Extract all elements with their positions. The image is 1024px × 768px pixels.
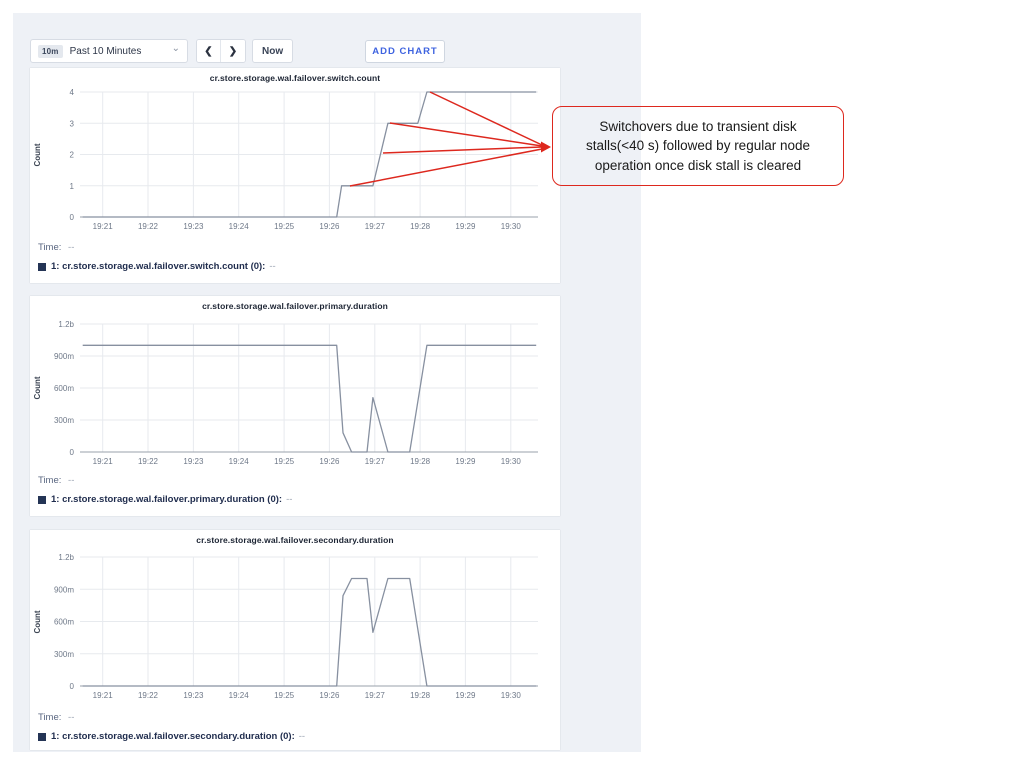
time-label: Time: <box>38 712 62 723</box>
chevron-right-icon: ❯ <box>228 45 238 57</box>
annotation-line: operation once disk stall is cleared <box>594 157 802 173</box>
svg-text:19:28: 19:28 <box>410 691 431 700</box>
svg-text:2: 2 <box>70 151 75 160</box>
time-value: -- <box>68 475 75 486</box>
svg-text:300m: 300m <box>54 650 74 659</box>
time-readout: Time: -- <box>38 475 74 486</box>
svg-text:Count: Count <box>33 376 42 399</box>
time-label: Time: <box>38 475 62 486</box>
svg-text:0: 0 <box>70 213 75 222</box>
svg-text:19:21: 19:21 <box>93 457 114 466</box>
chart-title: cr.store.storage.wal.failover.switch.cou… <box>209 73 381 83</box>
svg-text:19:27: 19:27 <box>365 457 386 466</box>
svg-text:19:25: 19:25 <box>274 222 295 231</box>
now-button[interactable]: Now <box>252 39 294 63</box>
svg-text:0: 0 <box>70 682 75 691</box>
series-label: 1: cr.store.storage.wal.failover.primary… <box>51 494 283 505</box>
chart-card-secondary-duration: cr.store.storage.wal.failover.secondary.… <box>30 530 560 750</box>
series-value: -- <box>286 494 293 505</box>
time-label: Time: <box>38 242 62 253</box>
series-value: -- <box>269 261 276 272</box>
chart-canvas-primary-duration[interactable]: 19:21 19:22 19:23 19:24 19:25 19:26 19:27 19:28… <box>30 296 560 516</box>
prev-range-button[interactable]: ❮ <box>197 40 221 62</box>
annotation-callout: Switchovers due to transient disk stalls… <box>552 106 844 186</box>
svg-text:19:28: 19:28 <box>410 222 431 231</box>
svg-text:300m: 300m <box>54 416 74 425</box>
svg-text:19:30: 19:30 <box>501 222 522 231</box>
time-readout: Time: -- <box>38 712 74 723</box>
svg-text:19:29: 19:29 <box>455 222 476 231</box>
series-color-swatch <box>38 262 46 271</box>
annotation-line: Switchovers due to transient disk <box>599 118 797 134</box>
annotation-line: stalls(<40 s) followed by regular node <box>586 138 810 154</box>
svg-text:19:30: 19:30 <box>501 691 522 700</box>
series-label: 1: cr.store.storage.wal.failover.seconda… <box>51 731 295 742</box>
svg-text:1: 1 <box>70 182 75 191</box>
svg-text:3: 3 <box>70 119 75 128</box>
svg-text:900m: 900m <box>54 352 74 361</box>
svg-text:19:22: 19:22 <box>138 222 159 231</box>
svg-text:19:24: 19:24 <box>229 457 250 466</box>
svg-text:19:30: 19:30 <box>501 457 522 466</box>
chart-canvas-switch-count[interactable]: 19:21 19:22 19:23 19:24 19:25 19:26 19:27 19:28… <box>30 68 560 283</box>
time-range-label: Past 10 Minutes <box>69 45 142 57</box>
svg-text:600m: 600m <box>54 618 74 627</box>
add-chart-button[interactable]: ADD CHART <box>365 40 445 63</box>
chart-card-switch-count: cr.store.storage.wal.failover.switch.cou… <box>30 68 560 283</box>
svg-text:19:21: 19:21 <box>93 691 114 700</box>
chart-canvas-secondary-duration[interactable]: 19:21 19:22 19:23 19:24 19:25 19:26 19:27 19:28… <box>30 530 560 750</box>
series-color-swatch <box>38 495 46 504</box>
svg-text:19:26: 19:26 <box>319 691 340 700</box>
time-range-badge: 10m <box>38 44 63 58</box>
svg-text:1.2b: 1.2b <box>58 320 74 329</box>
svg-text:19:26: 19:26 <box>319 222 340 231</box>
chevron-left-icon: ❮ <box>204 45 213 57</box>
svg-text:19:26: 19:26 <box>319 457 340 466</box>
svg-text:1.2b: 1.2b <box>58 553 74 562</box>
svg-text:4: 4 <box>70 88 75 97</box>
svg-text:19:23: 19:23 <box>183 691 204 700</box>
svg-text:19:25: 19:25 <box>274 691 295 700</box>
time-value: -- <box>68 242 75 253</box>
time-value: -- <box>68 712 75 723</box>
svg-text:0: 0 <box>70 448 75 457</box>
svg-text:19:22: 19:22 <box>138 457 159 466</box>
svg-text:900m: 900m <box>54 585 74 594</box>
svg-text:19:25: 19:25 <box>274 457 295 466</box>
svg-text:19:22: 19:22 <box>138 691 159 700</box>
svg-text:Count: Count <box>33 610 42 633</box>
time-nav-button-group: ❮ ❯ <box>196 39 246 63</box>
svg-text:Count: Count <box>33 143 42 166</box>
chart-title: cr.store.storage.wal.failover.secondary.… <box>196 535 394 545</box>
chart-card-primary-duration: cr.store.storage.wal.failover.primary.du… <box>30 296 560 516</box>
series-color-swatch <box>38 732 46 741</box>
time-readout: Time: -- <box>38 242 74 253</box>
svg-text:19:27: 19:27 <box>365 222 386 231</box>
svg-text:19:29: 19:29 <box>455 691 476 700</box>
svg-text:600m: 600m <box>54 384 74 393</box>
series-label: 1: cr.store.storage.wal.failover.switch.… <box>51 261 266 272</box>
chart-title: cr.store.storage.wal.failover.primary.du… <box>202 301 388 311</box>
svg-text:19:27: 19:27 <box>365 691 386 700</box>
time-range-dropdown[interactable]: 10m Past 10 Minutes ⌄ <box>30 39 188 63</box>
svg-text:19:21: 19:21 <box>93 222 114 231</box>
svg-text:19:23: 19:23 <box>183 222 204 231</box>
series-value: -- <box>298 731 306 742</box>
svg-text:19:28: 19:28 <box>410 457 431 466</box>
svg-text:19:24: 19:24 <box>229 691 250 700</box>
svg-text:19:23: 19:23 <box>183 457 204 466</box>
series-legend[interactable]: 1: cr.store.storage.wal.failover.switch.… <box>38 261 276 272</box>
next-range-button[interactable]: ❯ <box>221 40 245 62</box>
series-legend[interactable]: 1: cr.store.storage.wal.failover.primary… <box>38 494 292 505</box>
chevron-down-icon: ⌄ <box>171 43 180 54</box>
svg-text:19:29: 19:29 <box>455 457 476 466</box>
svg-text:19:24: 19:24 <box>229 222 250 231</box>
series-legend[interactable]: 1: cr.store.storage.wal.failover.seconda… <box>38 731 305 742</box>
